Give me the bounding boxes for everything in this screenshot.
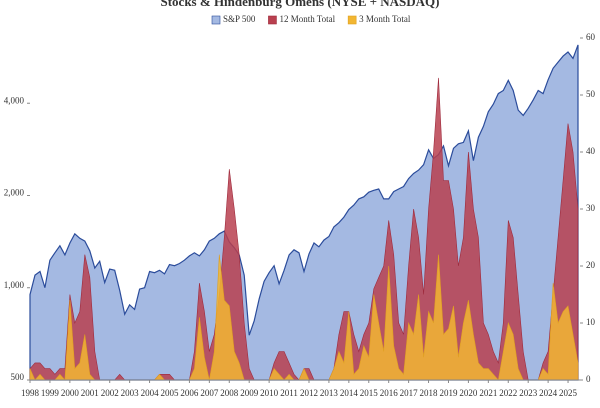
x-tick-label: 2006 [180,388,199,398]
legend-swatch [268,15,277,25]
y-tick-label: 2,000 [4,188,25,198]
x-tick-label: 2021 [479,388,497,398]
x-tick-label: 2014 [340,388,359,398]
x-tick-label: 2023 [519,388,538,398]
x-tick-label: 2016 [380,388,399,398]
x-tick-label: 2000 [61,388,80,398]
x-tick-label: 2019 [439,388,458,398]
x-tick-label: 2022 [499,388,517,398]
x-tick-label: 1999 [41,388,60,398]
x-tick-label: 1998 [21,388,40,398]
legend-swatch [211,15,221,25]
y2-tick-label: 20 [586,260,596,270]
x-tick-label: 2002 [101,388,119,398]
x-tick-label: 2018 [420,388,439,398]
legend-label: S&P 500 [223,14,256,24]
y-tick-label: 4,000 [4,95,25,105]
x-tick-label: 2017 [400,388,419,398]
area [29,44,579,381]
legend-label: 12 Month Total [279,14,335,24]
y-tick-label: 500 [11,372,25,382]
x-tick-label: 2024 [539,388,558,398]
x-tick-label: 2020 [459,388,478,398]
x-tick-label: 2009 [240,388,259,398]
x-tick-label: 2010 [260,388,279,398]
y2-tick-label: 30 [586,203,596,213]
y2-tick-label: 50 [586,89,596,99]
x-tick-label: 2005 [160,388,179,398]
legend-swatch [347,15,357,25]
y2-tick-label: 10 [586,317,596,327]
x-tick-label: 2015 [360,388,379,398]
x-tick-label: 2001 [81,388,99,398]
x-tick-label: 2003 [121,388,140,398]
x-tick-label: 2008 [220,388,239,398]
x-tick-label: 2011 [280,388,298,398]
legend-label: 3 Month Total [359,14,411,24]
x-tick-label: 2025 [559,388,578,398]
x-tick-label: 2007 [200,388,219,398]
y2-tick-label: 60 [586,32,596,42]
y-tick-label: 1,000 [4,280,25,290]
x-tick-label: 2013 [320,388,339,398]
x-tick-label: 2004 [141,388,160,398]
x-tick-label: 2012 [300,388,318,398]
chart-title: Stocks & Hindenburg Omens (NYSE + NASDAQ… [161,0,440,9]
y2-tick-label: 0 [586,374,591,384]
y2-tick-label: 40 [586,146,596,156]
